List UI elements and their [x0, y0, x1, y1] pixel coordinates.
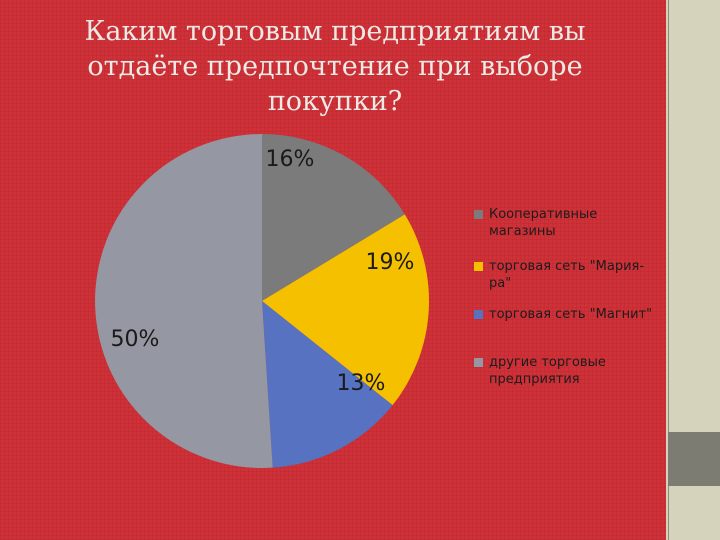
- legend-label-maria-ra-line-1: торговая сеть "Мария-: [489, 259, 645, 274]
- chart-title-line-1: Каким торговым предприятиям вы: [84, 16, 586, 47]
- pie-slice-other-stores: [95, 134, 273, 468]
- legend-label-maria-ra-line-2: ра": [489, 276, 512, 291]
- chart-title-line-2: отдаёте предпочтение при выборе: [87, 51, 583, 82]
- pie-label-other-stores: 50%: [111, 327, 160, 352]
- legend-label-cooperative-stores-line-2: магазины: [489, 224, 556, 239]
- legend-label-cooperative-stores-line-1: Кооперативные: [489, 207, 598, 222]
- pie-slice-cooperative-stores: [262, 134, 405, 301]
- chart-title-line-3: покупки?: [267, 86, 403, 117]
- pie-slice-maria-ra: [262, 214, 430, 406]
- legend-label-other-stores-line-2: предприятия: [489, 372, 580, 387]
- legend-swatch-cooperative-stores: [474, 210, 483, 219]
- pie-slice-magnit: [262, 301, 393, 468]
- legend-label-magnit-line-1: торговая сеть "Магнит": [489, 307, 653, 322]
- legend-swatch-maria-ra: [474, 262, 483, 271]
- chart-title: Каким торговым предприятиям вы отдаёте п…: [60, 14, 610, 119]
- legend-swatch-other-stores: [474, 358, 483, 367]
- pie-label-maria-ra: 19%: [366, 250, 415, 275]
- strip-accent-block: [668, 432, 720, 486]
- legend-item-cooperative-stores: Кооперативные магазины: [474, 206, 674, 240]
- legend-label-other-stores-line-1: другие торговые: [489, 355, 606, 370]
- legend-swatch-magnit: [474, 310, 483, 319]
- pie-chart: 16% 19% 13% 50%: [95, 134, 430, 468]
- pie-label-magnit: 13%: [337, 371, 386, 396]
- legend-item-other-stores: другие торговые предприятия: [474, 354, 674, 388]
- pie-label-cooperative-stores: 16%: [266, 147, 315, 172]
- legend-item-magnit: торговая сеть "Магнит": [474, 306, 674, 323]
- strip-divider-line: [668, 0, 669, 540]
- legend-item-maria-ra: торговая сеть "Мария- ра": [474, 258, 674, 292]
